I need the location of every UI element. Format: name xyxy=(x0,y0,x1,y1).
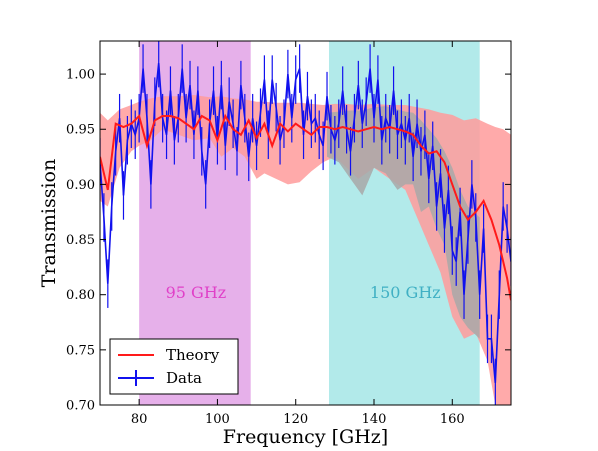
y-axis-label: Transmission xyxy=(38,159,60,287)
x-tick-label: 160 xyxy=(440,412,465,427)
series-layer xyxy=(100,41,511,405)
axis-ticks: 80 100 120 140 160 0.70 0.75 0.80 0.85 0.90 0.95 1.… xyxy=(66,41,511,427)
x-axis-label: Frequency [GHz] xyxy=(223,426,388,448)
band-labels: 95 GHz 150 GHz xyxy=(166,283,441,302)
y-tick-label: 0.85 xyxy=(66,233,95,248)
legend-data-label: Data xyxy=(166,369,202,387)
y-tick-label: 0.70 xyxy=(66,399,95,414)
band-label-0: 95 GHz xyxy=(166,283,227,302)
legend-data-swatch xyxy=(118,370,154,386)
x-tick-label: 80 xyxy=(131,412,148,427)
x-tick-label: 140 xyxy=(362,412,387,427)
y-tick-label: 0.80 xyxy=(66,288,95,303)
theory-series-line xyxy=(100,113,511,301)
plot-frame xyxy=(99,40,512,406)
x-tick-label: 100 xyxy=(205,412,230,427)
legend-theory-label: Theory xyxy=(166,346,220,364)
uncertainty-bands xyxy=(100,95,511,405)
band-label-1: 150 GHz xyxy=(370,283,441,302)
legend: Theory Data xyxy=(109,338,239,395)
data-series-line xyxy=(100,63,511,383)
data-uncertainty-band xyxy=(327,106,480,339)
y-tick-label: 0.90 xyxy=(66,178,95,193)
y-tick-label: 0.75 xyxy=(66,343,95,358)
y-tick-label: 0.95 xyxy=(66,123,95,138)
legend-box xyxy=(109,338,239,395)
y-tick-label: 1.00 xyxy=(66,68,95,83)
x-tick-label: 120 xyxy=(283,412,308,427)
